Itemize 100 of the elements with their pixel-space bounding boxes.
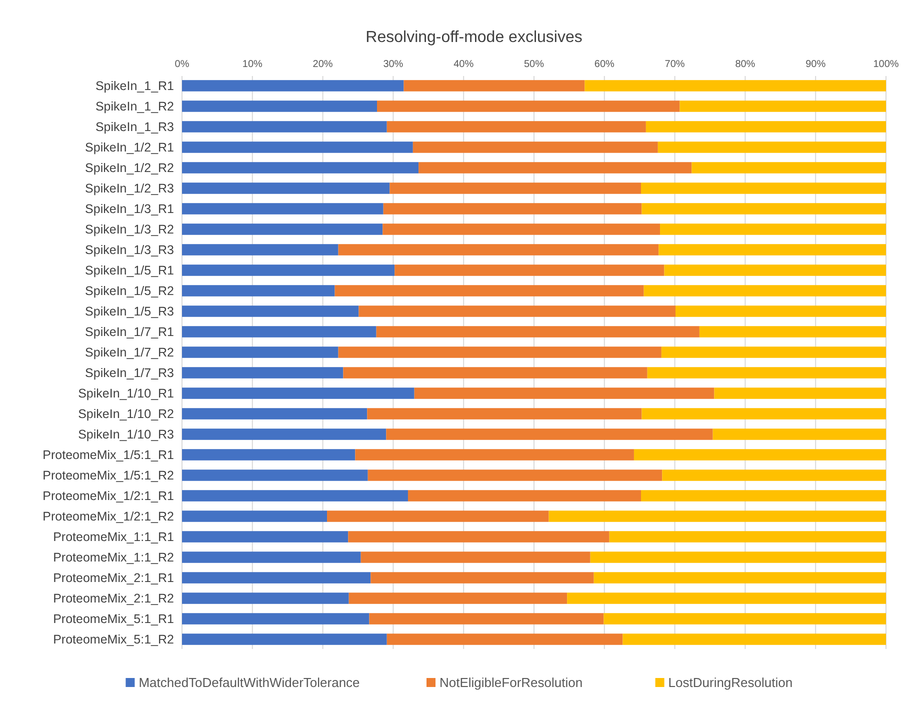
x-tick-label: 70%	[664, 59, 685, 70]
bar	[609, 531, 886, 542]
bar	[368, 470, 662, 481]
y-tick-label: SpikeIn_1/2_R1	[85, 140, 174, 155]
bar	[182, 326, 376, 338]
bar	[360, 552, 590, 563]
bar	[386, 634, 623, 645]
bar	[386, 121, 646, 132]
bar	[182, 428, 386, 440]
y-tick-label: ProteomeMix_1:1_R1	[53, 530, 174, 544]
x-tick-label: 20%	[312, 59, 333, 70]
bar	[182, 531, 348, 542]
bar	[182, 121, 387, 132]
bar	[182, 224, 383, 235]
y-tick-label: ProteomeMix_1/2:1_R2	[42, 510, 174, 524]
bar	[182, 162, 419, 174]
y-tick-label: SpikeIn_1/5_R3	[85, 304, 174, 319]
bar	[390, 182, 642, 194]
y-tick-label: SpikeIn_1/5_R1	[85, 264, 174, 278]
y-tick-label: SpikeIn_1/10_R2	[78, 407, 174, 422]
bar	[334, 285, 644, 296]
bar	[658, 244, 886, 256]
y-tick-label: SpikeIn_1/2_R2	[85, 161, 174, 176]
chart-title: Resolving-off-mode exclusives	[366, 29, 582, 46]
y-tick-label: SpikeIn_1_R3	[95, 120, 174, 134]
bar	[646, 121, 886, 132]
bar	[647, 367, 886, 378]
y-tick-label: SpikeIn_1/5_R2	[85, 284, 174, 298]
legend-label: LostDuringResolution	[668, 675, 793, 690]
bar	[182, 592, 349, 604]
bar	[642, 408, 886, 420]
bar	[383, 203, 642, 214]
bar	[634, 449, 886, 460]
y-tick-label: SpikeIn_1/7_R2	[85, 346, 174, 360]
bar	[182, 388, 414, 399]
bar	[377, 100, 680, 112]
bar	[418, 162, 692, 174]
bar	[680, 100, 886, 112]
bar	[182, 100, 378, 112]
bar	[348, 592, 568, 604]
bar	[182, 80, 404, 92]
bar	[348, 531, 610, 542]
bar	[367, 408, 642, 420]
x-tick-label: 30%	[383, 59, 404, 70]
y-tick-label: ProteomeMix_1:1_R2	[53, 550, 174, 565]
bar	[412, 142, 658, 153]
bar	[662, 470, 886, 481]
legend-label: MatchedToDefaultWithWiderTolerance	[138, 675, 360, 690]
x-tick-label: 60%	[594, 59, 615, 70]
y-tick-label: ProteomeMix_1/5:1_R1	[42, 448, 174, 462]
bar	[644, 285, 886, 296]
bar	[327, 510, 549, 522]
y-tick-label: SpikeIn_1/10_R3	[78, 428, 174, 442]
bar	[658, 142, 886, 153]
bar	[414, 388, 714, 399]
y-tick-label: SpikeIn_1/3_R2	[85, 222, 174, 237]
x-tick-label: 0%	[174, 59, 190, 70]
bar	[182, 142, 413, 153]
bar	[182, 244, 338, 256]
y-tick-label: SpikeIn_1/2_R3	[85, 182, 174, 196]
bar	[182, 510, 328, 522]
bar	[642, 203, 886, 214]
y-tick-label: SpikeIn_1_R2	[95, 100, 174, 114]
bar	[182, 203, 384, 214]
bar	[182, 182, 390, 194]
bar	[641, 490, 886, 502]
bar	[343, 367, 648, 378]
bar	[660, 224, 886, 235]
bar	[338, 346, 662, 358]
bar	[182, 572, 371, 584]
bar	[676, 306, 886, 317]
bar	[548, 510, 886, 522]
bar	[182, 552, 361, 563]
y-tick-label: ProteomeMix_2:1_R1	[53, 571, 174, 586]
bar	[661, 346, 886, 358]
y-tick-label: ProteomeMix_2:1_R2	[53, 592, 174, 606]
y-tick-label: SpikeIn_1_R1	[95, 79, 174, 94]
x-tick-label: 50%	[524, 59, 544, 70]
bar	[641, 182, 886, 194]
bar	[590, 552, 886, 563]
bar	[358, 306, 676, 317]
bar	[182, 613, 370, 624]
bar	[369, 613, 604, 624]
bar	[370, 572, 594, 584]
y-tick-label: SpikeIn_1/7_R3	[85, 366, 174, 380]
y-tick-label: ProteomeMix_5:1_R1	[53, 612, 174, 626]
bar	[182, 490, 408, 502]
bar	[567, 592, 886, 604]
bar	[408, 490, 642, 502]
x-tick-label: 10%	[242, 59, 263, 70]
legend-label: NotEligibleForResolution	[440, 675, 583, 690]
bar	[382, 224, 660, 235]
bar	[182, 408, 368, 420]
bar	[604, 613, 886, 624]
bar	[182, 470, 368, 481]
y-tick-label: SpikeIn_1/7_R1	[85, 325, 174, 340]
x-tick-label: 80%	[735, 59, 756, 70]
bar	[594, 572, 886, 584]
bar	[584, 80, 886, 92]
x-tick-label: 100%	[873, 59, 899, 70]
